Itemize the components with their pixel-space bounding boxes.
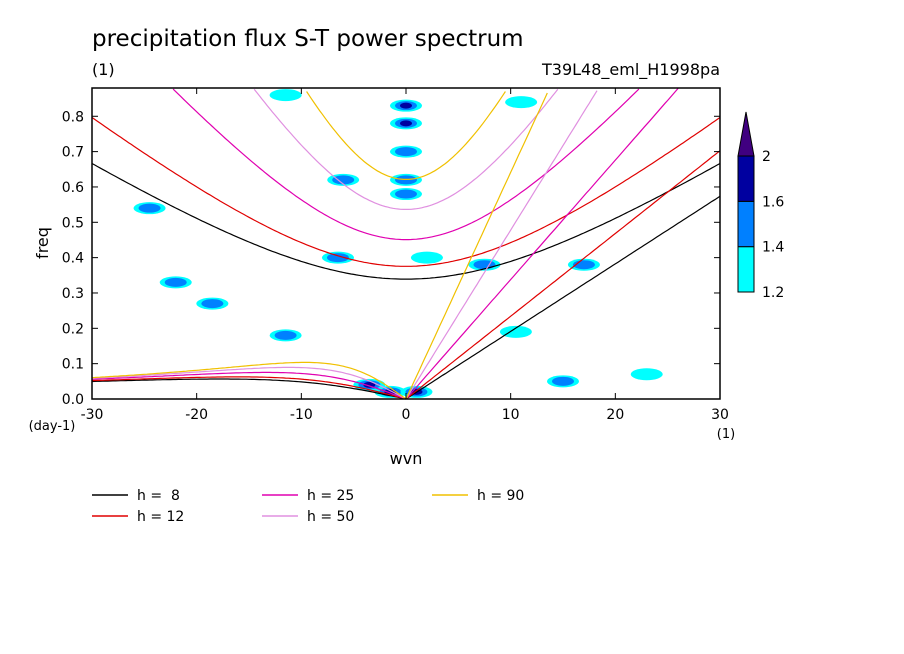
chart-title: precipitation flux S-T power spectrum	[92, 26, 524, 52]
colorbar-swatch	[737, 155, 755, 202]
kelvin-curve	[405, 90, 598, 400]
contour-blob	[164, 277, 187, 287]
x-tick-label: -10	[290, 407, 313, 423]
colorbar: 1.2 1.4 1.6 2	[737, 111, 784, 301]
contour-blob	[332, 175, 355, 185]
contour-blob	[499, 325, 532, 338]
gravity-curve	[91, 162, 721, 280]
kelvin-curve	[405, 195, 721, 400]
kelvin-curve	[405, 150, 721, 400]
colorbar-label: 2	[762, 149, 771, 165]
dispersion-curve-layer	[91, 88, 721, 400]
gravity-curve	[306, 91, 506, 180]
y-tick-label: 0.7	[62, 145, 84, 161]
gravity-curve	[253, 88, 559, 210]
curve-legend: h = 8 h = 12 h = 25 h = 50 h = 90	[92, 488, 524, 525]
contour-blob	[400, 102, 412, 109]
contour-blob	[395, 147, 417, 157]
contour-blob	[138, 203, 161, 213]
rossby-curve	[91, 371, 407, 400]
y-tick-label: 0.5	[62, 215, 84, 231]
contour-blob	[400, 120, 412, 127]
contour-blob	[473, 260, 496, 270]
contour-fill-layer	[133, 89, 663, 398]
axis-ticks: -30 -20 -10 0 10 20 30 0.0 0.1 0.2 0.3 0.4 0.5 0.6 0.7…	[62, 88, 729, 423]
contour-blob	[505, 96, 538, 109]
rossby-curve	[91, 366, 407, 400]
x-tick-label: 0	[402, 407, 411, 423]
legend-label: h = 8	[137, 488, 180, 504]
y-tick-label: 0.4	[62, 251, 84, 267]
x-tick-label: 10	[502, 407, 520, 423]
legend-label: h = 25	[307, 488, 354, 504]
contour-blob	[326, 253, 349, 263]
colorbar-label: 1.4	[762, 240, 784, 256]
rossby-curve	[91, 378, 407, 400]
contour-blob	[201, 299, 224, 309]
contour-blob	[395, 189, 417, 199]
y-tick-label: 0.3	[62, 286, 84, 302]
y-tick-label: 0.0	[62, 392, 84, 408]
colorbar-label: 1.6	[762, 194, 784, 210]
chart-subtitle-right: T39L48_eml_H1998pa	[541, 60, 720, 80]
kelvin-curve	[405, 88, 679, 400]
colorbar-label: 1.2	[762, 285, 784, 301]
contour-blob	[410, 251, 443, 264]
x-tick-label: 30	[711, 407, 729, 423]
colorbar-swatch	[737, 246, 755, 293]
rossby-curve	[91, 376, 407, 400]
contour-blob	[552, 376, 574, 386]
contour-blob	[274, 330, 297, 340]
y-axis-label: freq	[33, 227, 52, 259]
x-tick-label: 20	[606, 407, 624, 423]
kelvin-curve	[405, 92, 548, 400]
legend-label: h = 50	[307, 509, 354, 525]
y-axis-unit: (day-1)	[29, 419, 76, 434]
chart-subtitle-left: (1)	[92, 60, 115, 79]
plot-frame	[91, 87, 721, 400]
contour-blob	[269, 89, 302, 102]
y-tick-label: 0.6	[62, 180, 84, 196]
y-tick-label: 0.2	[62, 321, 84, 337]
colorbar-arrow	[737, 111, 755, 157]
gravity-curve	[91, 117, 721, 267]
x-tick-label: -20	[185, 407, 208, 423]
legend-label: h = 90	[477, 488, 524, 504]
x-axis-label: wvn	[390, 449, 423, 468]
y-tick-label: 0.1	[62, 357, 84, 373]
gravity-curve	[172, 88, 640, 241]
x-axis-unit: (1)	[717, 427, 735, 442]
rossby-curve	[91, 361, 407, 400]
colorbar-swatch	[737, 200, 755, 248]
contour-blob	[630, 368, 663, 381]
y-tick-label: 0.8	[62, 109, 84, 125]
x-tick-label: -30	[81, 407, 104, 423]
legend-label: h = 12	[137, 509, 184, 525]
